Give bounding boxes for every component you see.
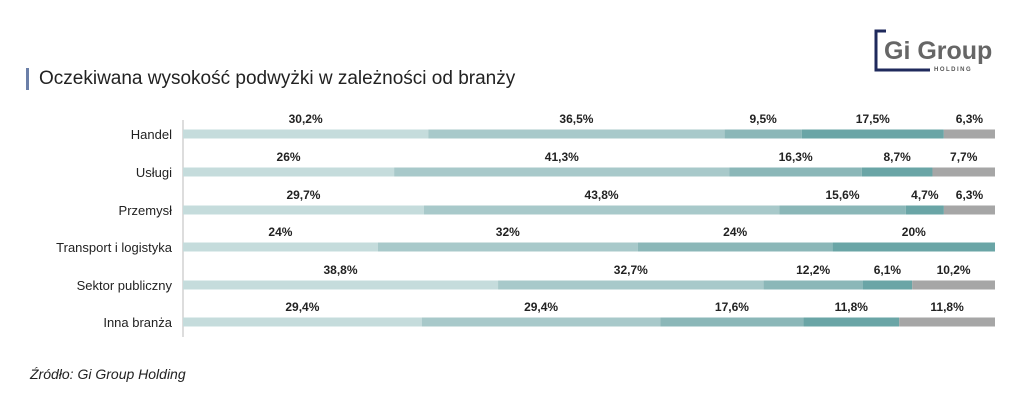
category-label: Usługi [136, 165, 172, 180]
bar-segment [183, 280, 499, 290]
bar-segment [428, 129, 725, 139]
bar-segment [912, 280, 995, 290]
data-label: 24% [268, 225, 292, 239]
bar-segment [779, 205, 906, 215]
bar-segment [801, 129, 944, 139]
category-label: Transport i logistyka [56, 240, 173, 255]
data-label: 29,7% [286, 188, 320, 202]
data-label: 29,4% [524, 300, 558, 314]
data-label: 6,3% [956, 112, 984, 126]
data-label: 30,2% [289, 112, 323, 126]
data-label: 43,8% [585, 188, 619, 202]
data-label: 20% [902, 225, 926, 239]
svg-text:Gi Group: Gi Group [884, 37, 992, 65]
bar-segment [498, 280, 764, 290]
bar-segment [660, 317, 804, 327]
bar-segment [183, 167, 395, 177]
bar-segment [861, 167, 933, 177]
category-label: Handel [131, 127, 172, 142]
source-note: Źródło: Gi Group Holding [30, 366, 186, 382]
category-label: Przemysł [119, 203, 173, 218]
bar-segment [763, 280, 863, 290]
data-label: 11,8% [835, 300, 869, 314]
data-label: 17,5% [856, 112, 890, 126]
data-label: 17,6% [715, 300, 749, 314]
bar-segment [943, 205, 995, 215]
gi-group-logo: Gi Group HOLDING [874, 29, 992, 73]
bar-segment [724, 129, 802, 139]
data-label: 6,1% [874, 263, 902, 277]
bar-segment [377, 242, 638, 252]
data-label: 9,5% [749, 112, 777, 126]
data-label: 32,7% [614, 263, 648, 277]
data-label: 12,2% [796, 263, 830, 277]
data-label: 41,3% [545, 150, 579, 164]
bar-segment [862, 280, 913, 290]
svg-text:HOLDING: HOLDING [934, 67, 972, 73]
data-label: 38,8% [324, 263, 358, 277]
data-label: 15,6% [825, 188, 859, 202]
bar-segment [394, 167, 730, 177]
bar-segment [183, 242, 378, 252]
bar-segment [905, 205, 944, 215]
data-label: 8,7% [883, 150, 911, 164]
data-label: 36,5% [559, 112, 593, 126]
data-label: 16,3% [779, 150, 813, 164]
data-label: 10,2% [937, 263, 971, 277]
data-label: 24% [723, 225, 747, 239]
bar-segment [421, 317, 661, 327]
data-label: 11,8% [930, 300, 964, 314]
bar-segment [729, 167, 862, 177]
data-label: 26% [277, 150, 301, 164]
bar-segment [183, 129, 429, 139]
bar-segment [943, 129, 995, 139]
chart-title: Oczekiwana wysokość podwyżki w zależnośc… [26, 68, 515, 90]
data-label: 6,3% [956, 188, 984, 202]
data-label: 32% [496, 225, 520, 239]
data-label: 7,7% [950, 150, 978, 164]
bar-segment [832, 242, 995, 252]
bar-segment [183, 317, 422, 327]
data-label: 4,7% [911, 188, 939, 202]
data-label: 29,4% [285, 300, 319, 314]
bar-segment [423, 205, 780, 215]
bar-segment [637, 242, 833, 252]
bar-segment [932, 167, 995, 177]
bar-segment [183, 205, 424, 215]
bar-segment [803, 317, 900, 327]
bar-segment [899, 317, 995, 327]
category-label: Inna branża [103, 315, 172, 330]
category-label: Sektor publiczny [77, 278, 173, 293]
